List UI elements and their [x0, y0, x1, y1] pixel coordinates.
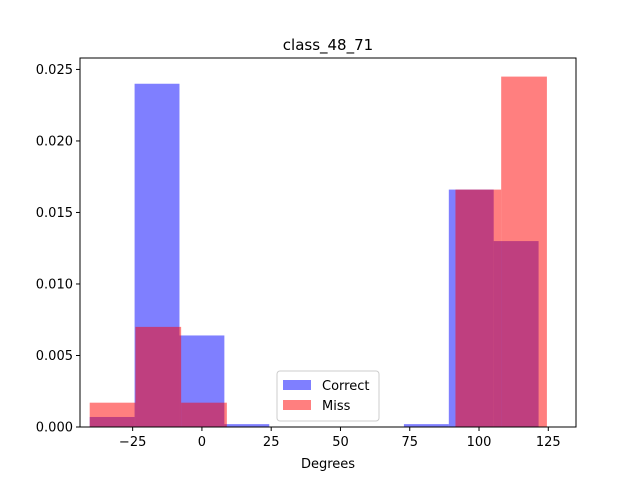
legend: Correct Miss: [276, 370, 380, 422]
legend-swatch-correct: [283, 380, 311, 390]
y-tick-label-2: 0.010: [36, 277, 73, 292]
plot-frame: [79, 57, 577, 428]
y-axis: 0.000 0.005 0.010 0.015 0.020 0.025: [36, 63, 80, 436]
y-tick-label-5: 0.025: [36, 63, 73, 78]
x-tick-label-0: −25: [119, 435, 146, 450]
bar-correct-7: [403, 424, 449, 427]
legend-swatch-miss: [283, 400, 311, 410]
x-tick-label-6: 125: [536, 435, 561, 450]
x-tick-label-5: 100: [467, 435, 492, 450]
x-axis-label: Degrees: [301, 457, 355, 472]
x-tick-label-4: 75: [401, 435, 418, 450]
bar-miss-8: [455, 189, 502, 427]
y-tick-label-1: 0.005: [36, 349, 73, 364]
y-tick-label-4: 0.020: [36, 134, 73, 149]
x-tick-label-2: 25: [263, 435, 280, 450]
y-tick-label-3: 0.015: [36, 206, 73, 221]
bar-miss-1: [135, 326, 182, 427]
bar-miss-9: [501, 76, 547, 428]
chart-title: class_48_71: [283, 36, 373, 55]
bar-miss-0: [89, 402, 136, 427]
bar-correct-3: [224, 424, 270, 427]
x-tick-label-1: 0: [198, 435, 206, 450]
bar-miss-2: [181, 402, 227, 427]
legend-label-miss: Miss: [322, 399, 351, 414]
x-axis: −25 0 25 50 75 100 125: [119, 427, 561, 450]
x-tick-label-3: 50: [332, 435, 349, 450]
legend-label-correct: Correct: [322, 379, 369, 394]
bars-group: [89, 76, 547, 428]
y-tick-label-0: 0.000: [36, 421, 73, 436]
